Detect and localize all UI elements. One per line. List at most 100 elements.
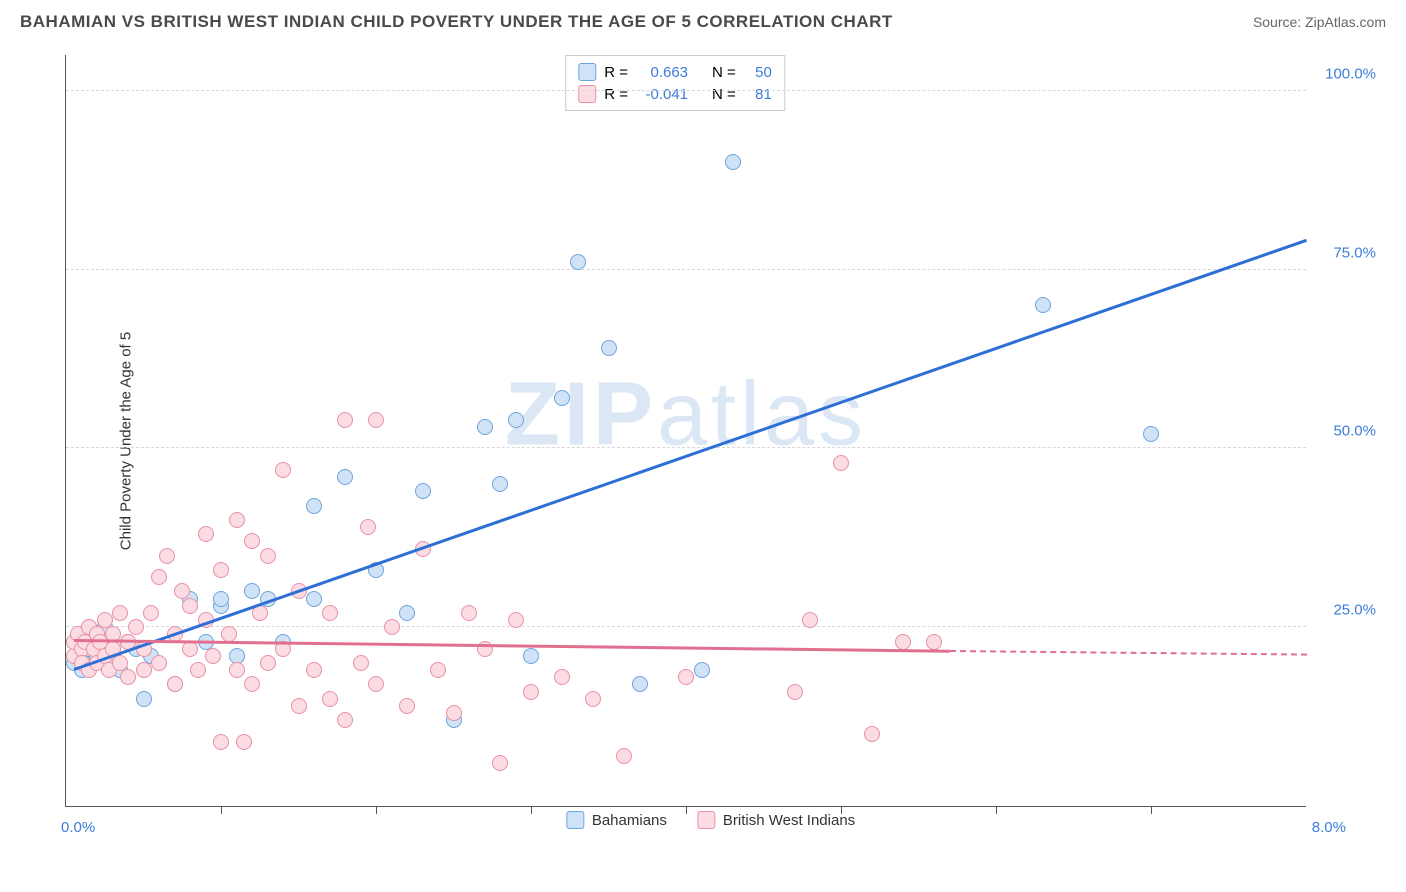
data-point	[694, 662, 710, 678]
swatch-series-2	[578, 85, 596, 103]
data-point	[446, 705, 462, 721]
gridline	[66, 626, 1306, 627]
n-value-1: 50	[744, 64, 772, 81]
data-point	[136, 662, 152, 678]
data-point	[182, 641, 198, 657]
data-point	[523, 684, 539, 700]
watermark-atlas: atlas	[657, 365, 867, 465]
y-tick-label: 25.0%	[1333, 602, 1376, 619]
chart-source: Source: ZipAtlas.com	[1253, 14, 1386, 30]
gridline	[66, 90, 1306, 91]
data-point	[337, 469, 353, 485]
legend-label-1: Bahamians	[592, 812, 667, 829]
data-point	[151, 569, 167, 585]
data-point	[725, 154, 741, 170]
data-point	[368, 676, 384, 692]
data-point	[1035, 297, 1051, 313]
x-tick	[221, 806, 222, 814]
legend-item-2: British West Indians	[697, 811, 855, 829]
data-point	[802, 612, 818, 628]
data-point	[120, 669, 136, 685]
data-point	[833, 455, 849, 471]
data-point	[275, 462, 291, 478]
data-point	[895, 634, 911, 650]
data-point	[128, 619, 144, 635]
r-label: R =	[604, 86, 628, 103]
chart-title: BAHAMIAN VS BRITISH WEST INDIAN CHILD PO…	[20, 12, 893, 32]
data-point	[864, 726, 880, 742]
data-point	[260, 548, 276, 564]
data-point	[461, 605, 477, 621]
data-point	[213, 562, 229, 578]
data-point	[182, 598, 198, 614]
x-axis-max-label: 8.0%	[1312, 819, 1346, 836]
data-point	[1143, 426, 1159, 442]
data-point	[492, 476, 508, 492]
data-point	[205, 648, 221, 664]
data-point	[213, 734, 229, 750]
data-point	[143, 605, 159, 621]
data-point	[399, 605, 415, 621]
data-point	[601, 340, 617, 356]
data-point	[244, 533, 260, 549]
gridline	[66, 447, 1306, 448]
data-point	[477, 419, 493, 435]
data-point	[353, 655, 369, 671]
data-point	[159, 548, 175, 564]
x-axis-min-label: 0.0%	[61, 819, 95, 836]
data-point	[190, 662, 206, 678]
plot-area: ZIPatlas R = 0.663 N = 50 R = -0.041 N =…	[65, 55, 1306, 807]
data-point	[229, 662, 245, 678]
data-point	[244, 676, 260, 692]
x-tick	[1151, 806, 1152, 814]
data-point	[508, 412, 524, 428]
data-point	[570, 254, 586, 270]
correlation-row-1: R = 0.663 N = 50	[578, 61, 772, 83]
data-point	[291, 698, 307, 714]
data-point	[492, 755, 508, 771]
n-label: N =	[712, 86, 736, 103]
swatch-series-1	[566, 811, 584, 829]
correlation-legend: R = 0.663 N = 50 R = -0.041 N = 81	[565, 55, 785, 111]
data-point	[151, 655, 167, 671]
gridline	[66, 269, 1306, 270]
chart-header: BAHAMIAN VS BRITISH WEST INDIAN CHILD PO…	[0, 0, 1406, 40]
r-label: R =	[604, 64, 628, 81]
x-tick	[376, 806, 377, 814]
data-point	[136, 691, 152, 707]
data-point	[415, 483, 431, 499]
y-tick-label: 50.0%	[1333, 423, 1376, 440]
r-value-1: 0.663	[636, 64, 688, 81]
x-tick	[996, 806, 997, 814]
data-point	[523, 648, 539, 664]
data-point	[167, 676, 183, 692]
data-point	[384, 619, 400, 635]
data-point	[926, 634, 942, 650]
watermark: ZIPatlas	[505, 364, 867, 467]
data-point	[306, 498, 322, 514]
data-point	[632, 676, 648, 692]
data-point	[229, 512, 245, 528]
data-point	[678, 669, 694, 685]
data-point	[306, 662, 322, 678]
data-point	[616, 748, 632, 764]
data-point	[337, 712, 353, 728]
r-value-2: -0.041	[636, 86, 688, 103]
data-point	[198, 526, 214, 542]
source-prefix: Source:	[1253, 14, 1305, 30]
watermark-zip: ZIP	[505, 365, 657, 465]
data-point	[260, 655, 276, 671]
data-point	[306, 591, 322, 607]
data-point	[554, 669, 570, 685]
data-point	[322, 691, 338, 707]
chart-container: Child Poverty Under the Age of 5 ZIPatla…	[35, 45, 1386, 837]
n-value-2: 81	[744, 86, 772, 103]
data-point	[368, 412, 384, 428]
data-point	[399, 698, 415, 714]
y-tick-label: 75.0%	[1333, 244, 1376, 261]
data-point	[508, 612, 524, 628]
source-name: ZipAtlas.com	[1305, 14, 1386, 30]
swatch-series-2	[697, 811, 715, 829]
data-point	[236, 734, 252, 750]
n-label: N =	[712, 64, 736, 81]
